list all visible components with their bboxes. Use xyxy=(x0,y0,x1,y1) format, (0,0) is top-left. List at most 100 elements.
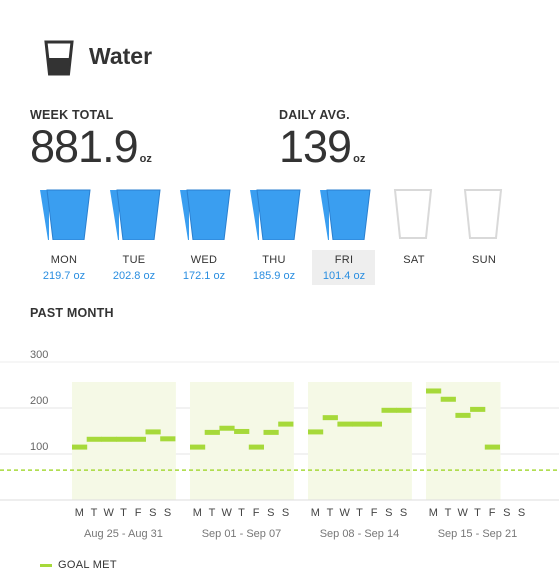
day-amount: 219.7 oz xyxy=(42,270,86,282)
x-day-label: T xyxy=(120,507,127,519)
daily-value-mark xyxy=(219,425,235,431)
daily-value-mark xyxy=(248,444,264,450)
day-name: MON xyxy=(50,254,78,266)
daily-value-mark xyxy=(440,396,456,402)
day-mon[interactable]: MON 219.7 oz xyxy=(32,188,96,282)
week-range-label: Sep 08 - Sep 14 xyxy=(320,528,400,540)
x-day-label: F xyxy=(371,507,378,519)
selected-day-highlight xyxy=(312,250,375,285)
x-day-label: T xyxy=(209,507,216,519)
daily-value-mark xyxy=(278,421,294,427)
past-month-title: PAST MONTH xyxy=(30,306,114,320)
day-name: TUE xyxy=(122,254,146,266)
x-day-label: T xyxy=(356,507,363,519)
week-total-label: WEEK TOTAL xyxy=(30,108,114,122)
daily-value-mark xyxy=(470,406,486,412)
daily-value-mark xyxy=(484,444,500,450)
water-glass-filled-icon xyxy=(320,189,371,240)
y-tick-label: 300 xyxy=(30,349,48,361)
day-wed[interactable]: WED 172.1 oz xyxy=(172,188,236,282)
daily-value-mark xyxy=(204,429,220,435)
daily-value-mark xyxy=(190,444,206,450)
x-day-label: T xyxy=(474,507,481,519)
daily-avg-value: 139 xyxy=(279,121,352,172)
x-day-label: S xyxy=(400,507,407,519)
x-day-label: S xyxy=(149,507,156,519)
day-sat[interactable]: SAT xyxy=(382,188,446,270)
water-glass-empty-icon xyxy=(463,189,503,239)
daily-avg-unit: oz xyxy=(353,153,366,165)
x-day-label: W xyxy=(340,507,351,519)
daily-value-mark xyxy=(426,388,442,394)
daily-value-mark xyxy=(130,436,146,442)
daily-value-mark xyxy=(322,415,338,421)
x-day-label: W xyxy=(458,507,469,519)
x-day-label: F xyxy=(135,507,142,519)
daily-value-mark xyxy=(337,421,353,427)
daily-value-mark xyxy=(455,412,471,418)
day-name: SUN xyxy=(471,254,497,266)
day-amount: 101.4 oz xyxy=(322,270,366,282)
day-tue[interactable]: TUE 202.8 oz xyxy=(102,188,166,282)
week-area xyxy=(426,382,501,500)
x-day-label: W xyxy=(222,507,233,519)
x-day-label: S xyxy=(267,507,274,519)
daily-avg-label: DAILY AVG. xyxy=(279,108,350,122)
y-tick-label: 100 xyxy=(30,441,48,453)
x-day-label: S xyxy=(503,507,510,519)
x-day-label: S xyxy=(164,507,171,519)
water-glass-filled-icon xyxy=(180,189,231,240)
x-day-label: F xyxy=(253,507,260,519)
water-glass-empty-icon xyxy=(393,189,433,239)
daily-value-mark xyxy=(234,428,250,434)
daily-value-mark xyxy=(145,429,161,435)
daily-value-mark xyxy=(86,436,102,442)
x-day-label: M xyxy=(429,507,438,519)
daily-value-mark xyxy=(352,421,368,427)
x-day-label: M xyxy=(193,507,202,519)
week-total-value: 881.9 xyxy=(30,121,139,172)
day-amount: 172.1 oz xyxy=(182,270,226,282)
day-sun[interactable]: SUN xyxy=(452,188,516,270)
goal-met-legend-swatch xyxy=(40,564,52,567)
day-amount: 185.9 oz xyxy=(252,270,296,282)
week-range-label: Aug 25 - Aug 31 xyxy=(84,528,163,540)
x-day-label: T xyxy=(327,507,334,519)
water-glass-icon xyxy=(44,40,74,76)
day-name: WED xyxy=(190,254,218,266)
goal-met-legend-label: GOAL MET xyxy=(58,559,117,571)
daily-avg: 139 oz xyxy=(279,124,365,169)
daily-value-mark xyxy=(396,407,412,413)
day-fri[interactable]: FRI 101.4 oz xyxy=(312,188,376,282)
x-day-label: S xyxy=(282,507,289,519)
x-day-label: M xyxy=(311,507,320,519)
water-glass-filled-icon xyxy=(250,189,301,240)
day-name: SAT xyxy=(403,254,425,266)
daily-value-mark xyxy=(116,436,132,442)
week-total-unit: oz xyxy=(139,153,152,165)
x-day-label: T xyxy=(238,507,245,519)
day-name: THU xyxy=(262,254,286,266)
week-total: 881.9 oz xyxy=(30,124,152,169)
x-day-label: M xyxy=(75,507,84,519)
week-area xyxy=(190,382,294,500)
daily-value-mark xyxy=(101,436,117,442)
day-thu[interactable]: THU 185.9 oz xyxy=(242,188,306,282)
x-day-label: S xyxy=(518,507,525,519)
day-amount: 202.8 oz xyxy=(112,270,156,282)
x-day-label: W xyxy=(104,507,115,519)
daily-value-mark xyxy=(160,436,176,442)
daily-value-mark xyxy=(263,429,279,435)
week-range-label: Sep 15 - Sep 21 xyxy=(438,528,518,540)
x-day-label: S xyxy=(385,507,392,519)
day-name: FRI xyxy=(334,254,354,266)
water-glass-filled-icon xyxy=(40,189,91,240)
x-day-label: T xyxy=(91,507,98,519)
y-tick-label: 200 xyxy=(30,395,48,407)
week-range-label: Sep 01 - Sep 07 xyxy=(202,528,282,540)
daily-value-mark xyxy=(72,444,88,450)
x-day-label: F xyxy=(489,507,496,519)
x-day-label: T xyxy=(445,507,452,519)
water-glass-filled-icon xyxy=(110,189,161,240)
